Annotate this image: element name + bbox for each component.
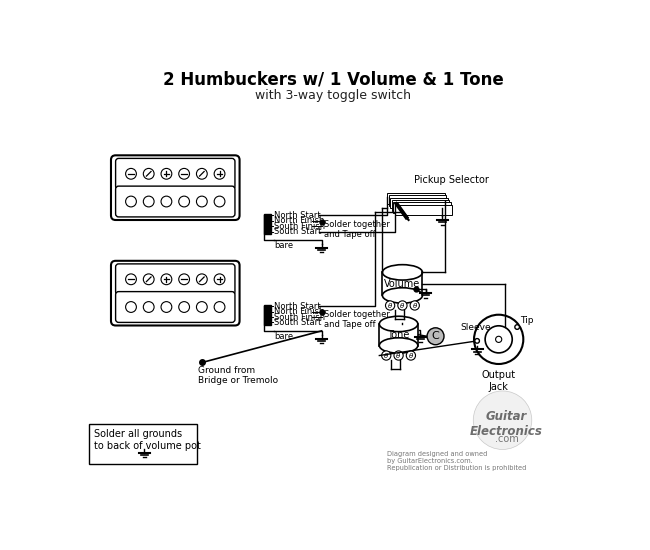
Circle shape bbox=[495, 336, 502, 343]
Ellipse shape bbox=[382, 288, 422, 303]
Text: Tone: Tone bbox=[387, 330, 410, 340]
Bar bbox=[380, 324, 418, 345]
Bar bbox=[89, 424, 197, 464]
Text: Solder all grounds
to back of volume pot: Solder all grounds to back of volume pot bbox=[94, 430, 202, 451]
FancyBboxPatch shape bbox=[116, 264, 235, 295]
Text: $\theta$: $\theta$ bbox=[384, 351, 389, 360]
Bar bbox=[387, 193, 445, 204]
Circle shape bbox=[214, 274, 225, 285]
Circle shape bbox=[485, 326, 512, 353]
Text: North Finish: North Finish bbox=[274, 216, 324, 225]
Text: North Finish: North Finish bbox=[274, 307, 324, 316]
Text: North Start: North Start bbox=[274, 302, 320, 311]
Circle shape bbox=[382, 351, 391, 360]
Circle shape bbox=[125, 274, 136, 285]
Bar bbox=[395, 205, 452, 216]
Bar bbox=[390, 197, 448, 208]
Circle shape bbox=[143, 168, 154, 179]
Text: Ground from
Bridge or Tremolo: Ground from Bridge or Tremolo bbox=[198, 366, 278, 385]
Circle shape bbox=[474, 315, 523, 364]
Circle shape bbox=[394, 351, 403, 360]
Circle shape bbox=[214, 168, 225, 179]
Circle shape bbox=[125, 168, 136, 179]
Circle shape bbox=[196, 274, 207, 285]
Circle shape bbox=[125, 301, 136, 312]
Circle shape bbox=[179, 168, 190, 179]
Circle shape bbox=[385, 301, 395, 310]
Text: $\theta$: $\theta$ bbox=[408, 351, 414, 360]
Circle shape bbox=[214, 196, 225, 207]
Bar bbox=[264, 305, 271, 324]
Text: Output
Jack: Output Jack bbox=[482, 370, 515, 392]
Text: with 3-way toggle switch: with 3-way toggle switch bbox=[255, 89, 411, 102]
Text: 2 Humbuckers w/ 1 Volume & 1 Tone: 2 Humbuckers w/ 1 Volume & 1 Tone bbox=[162, 71, 504, 89]
Circle shape bbox=[410, 301, 419, 310]
Circle shape bbox=[398, 301, 407, 310]
Circle shape bbox=[161, 274, 172, 285]
Text: Sleeve: Sleeve bbox=[460, 323, 491, 332]
Text: South Finish: South Finish bbox=[274, 222, 325, 230]
Ellipse shape bbox=[380, 338, 418, 353]
Circle shape bbox=[515, 324, 519, 329]
Ellipse shape bbox=[380, 316, 418, 332]
Text: Guitar
Electronics: Guitar Electronics bbox=[470, 410, 543, 438]
Text: Diagram designed and owned
by GuitarElectronics.com.
Republication or Distributi: Diagram designed and owned by GuitarElec… bbox=[387, 451, 526, 471]
Bar bbox=[264, 214, 271, 234]
Text: North Start: North Start bbox=[274, 211, 320, 220]
Text: $\theta$: $\theta$ bbox=[411, 301, 418, 310]
Bar bbox=[392, 200, 449, 211]
Circle shape bbox=[143, 301, 154, 312]
Circle shape bbox=[179, 301, 190, 312]
FancyBboxPatch shape bbox=[116, 186, 235, 217]
Text: $\theta$: $\theta$ bbox=[395, 351, 402, 360]
Text: $\theta$: $\theta$ bbox=[399, 301, 406, 310]
Circle shape bbox=[427, 328, 444, 345]
Text: Solder together
and Tape off: Solder together and Tape off bbox=[324, 220, 390, 239]
Bar bbox=[389, 195, 447, 206]
Text: South Finish: South Finish bbox=[274, 312, 325, 322]
Circle shape bbox=[179, 196, 190, 207]
Circle shape bbox=[196, 168, 207, 179]
Text: Pickup Selector: Pickup Selector bbox=[414, 175, 489, 185]
Text: C: C bbox=[432, 331, 439, 341]
Circle shape bbox=[161, 168, 172, 179]
Bar bbox=[393, 202, 451, 213]
Circle shape bbox=[179, 274, 190, 285]
Text: South Start: South Start bbox=[274, 227, 321, 236]
FancyBboxPatch shape bbox=[111, 261, 240, 326]
Circle shape bbox=[473, 391, 532, 449]
Ellipse shape bbox=[382, 265, 422, 280]
Text: $\theta$: $\theta$ bbox=[387, 301, 393, 310]
Text: Solder together
and Tape off: Solder together and Tape off bbox=[324, 310, 390, 329]
Text: bare: bare bbox=[274, 332, 293, 340]
Circle shape bbox=[196, 301, 207, 312]
Bar bbox=[382, 272, 422, 295]
FancyBboxPatch shape bbox=[116, 292, 235, 322]
Text: Volume: Volume bbox=[384, 279, 421, 289]
Text: South Start: South Start bbox=[274, 318, 321, 327]
FancyBboxPatch shape bbox=[111, 155, 240, 220]
Circle shape bbox=[196, 196, 207, 207]
FancyBboxPatch shape bbox=[116, 158, 235, 189]
Circle shape bbox=[125, 196, 136, 207]
Circle shape bbox=[161, 301, 172, 312]
Circle shape bbox=[474, 339, 480, 343]
Text: Tip: Tip bbox=[520, 316, 534, 326]
Text: bare: bare bbox=[274, 241, 293, 250]
Circle shape bbox=[143, 274, 154, 285]
Text: .com: .com bbox=[495, 434, 518, 444]
Circle shape bbox=[214, 301, 225, 312]
Circle shape bbox=[406, 351, 415, 360]
Circle shape bbox=[161, 196, 172, 207]
Circle shape bbox=[143, 196, 154, 207]
